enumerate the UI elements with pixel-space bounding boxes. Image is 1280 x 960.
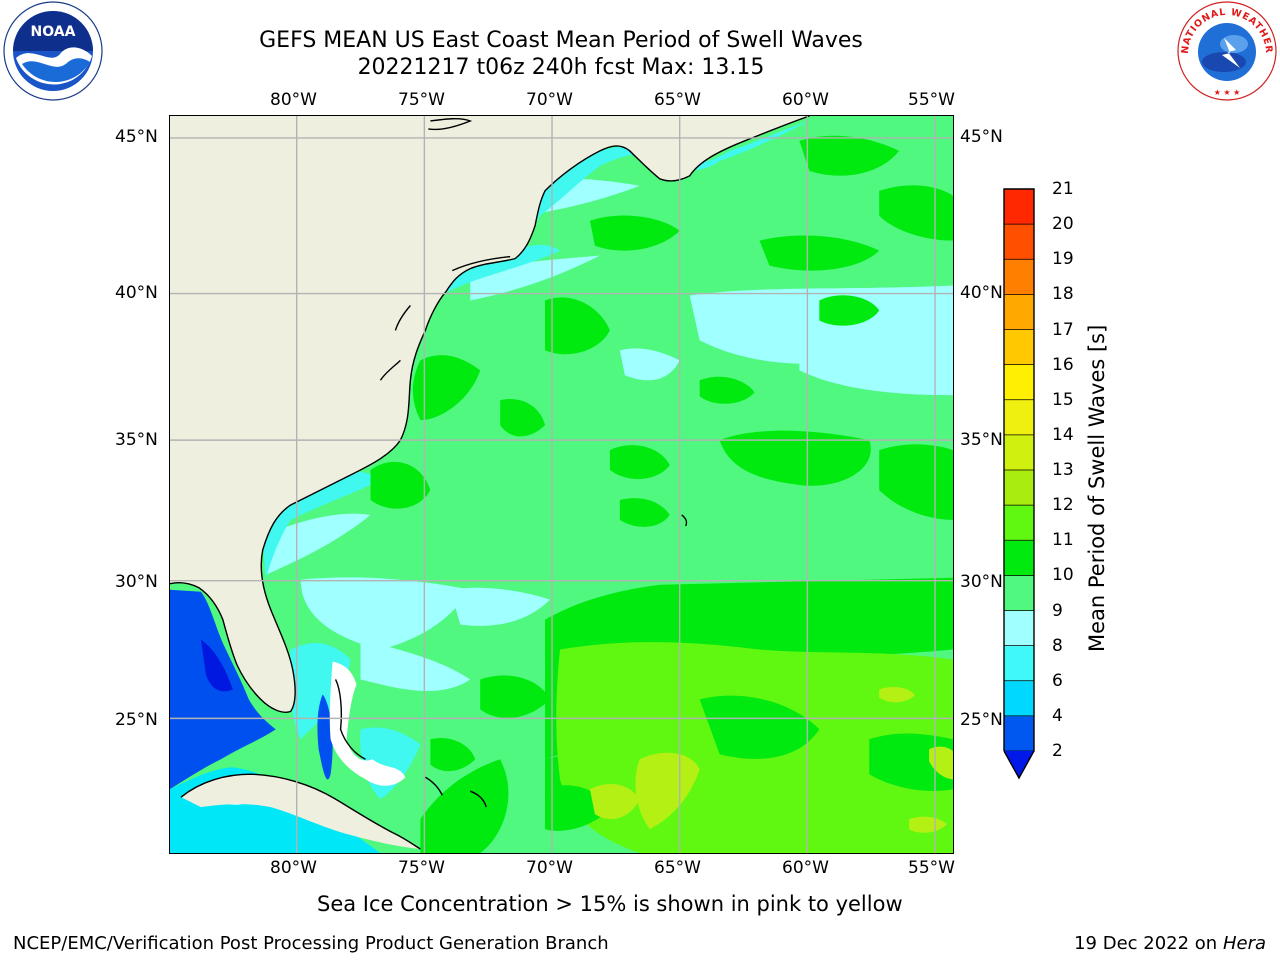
colorbar-segments [1004, 189, 1034, 752]
render-date-text: 19 Dec 2022 on [1074, 933, 1218, 954]
map-title: GEFS MEAN US East Coast Mean Period of S… [259, 28, 863, 53]
lat-label-left-45n: 45°N [115, 127, 158, 147]
colorbar-segment [1004, 540, 1034, 576]
lon-label-top-65w: 65°W [654, 90, 701, 110]
credit-line: NCEP/EMC/Verification Post Processing Pr… [13, 933, 609, 954]
colorbar-extend-triangle [1004, 751, 1034, 778]
colorbar-segment [1004, 189, 1034, 225]
sea-ice-note: Sea Ice Concentration > 15% is shown in … [317, 892, 903, 916]
colorbar-tick-label: 13 [1052, 460, 1074, 480]
colorbar-segment [1004, 224, 1034, 260]
lon-label-top-55w: 55°W [908, 90, 955, 110]
lon-label-bottom-70w: 70°W [526, 858, 573, 878]
lat-label-right-45n: 45°N [960, 127, 1003, 147]
colorbar-segment [1004, 259, 1034, 295]
colorbar-tick-label: 16 [1052, 354, 1074, 375]
lon-label-bottom-55w: 55°W [908, 858, 955, 878]
colorbar-tick-label: 19 [1052, 249, 1074, 270]
colorbar-segment [1004, 434, 1034, 471]
colorbar-segment [1004, 364, 1034, 401]
colorbar-segment [1004, 505, 1034, 541]
colorbar-tick-label: 9 [1052, 600, 1063, 621]
lat-label-left-25n: 25°N [115, 710, 158, 730]
colorbar-tick-label: 17 [1052, 319, 1074, 340]
lon-label-bottom-65w: 65°W [654, 858, 701, 878]
lat-label-right-35n: 35°N [960, 430, 1003, 450]
swell-period-map [169, 115, 954, 854]
colorbar-segment [1004, 399, 1034, 436]
colorbar [1003, 188, 1035, 780]
graticule [170, 116, 953, 853]
colorbar-segment [1004, 715, 1034, 752]
colorbar-tick-label: 11 [1052, 530, 1074, 551]
colorbar-tick-label: 12 [1052, 495, 1074, 516]
lon-label-top-75w: 75°W [398, 90, 445, 110]
colorbar-tick-label: 15 [1052, 389, 1074, 410]
colorbar-segment [1004, 329, 1034, 366]
lat-label-right-30n: 30°N [960, 572, 1003, 592]
render-date: 19 Dec 2022 on Hera [1074, 933, 1266, 954]
colorbar-tick-label: 2 [1052, 741, 1063, 761]
colorbar-segment [1004, 294, 1034, 330]
map-subtitle: 20221217 t06z 240h fcst Max: 13.15 [357, 55, 765, 80]
colorbar-tick-label: 8 [1052, 635, 1063, 656]
colorbar-tick-label: 21 [1052, 179, 1074, 199]
nws-logo: NATIONAL WEATHER SERVICE ★ ★ ★ [1176, 0, 1277, 101]
lat-label-left-30n: 30°N [115, 572, 158, 592]
colorbar-tick-label: 10 [1052, 565, 1074, 586]
land-areas [170, 116, 810, 850]
noaa-logo-text: NOAA [31, 24, 76, 40]
colorbar-tick-label: 14 [1052, 424, 1074, 445]
colorbar-tick-label: 18 [1052, 284, 1074, 305]
colorbar-tick-label: 6 [1052, 670, 1063, 691]
colorbar-segment [1004, 470, 1034, 506]
svg-text:★ ★ ★: ★ ★ ★ [1214, 88, 1241, 97]
colorbar-segment [1004, 575, 1034, 611]
colorbar-segment [1004, 610, 1034, 647]
lon-label-bottom-60w: 60°W [782, 858, 829, 878]
lon-label-bottom-80w: 80°W [270, 858, 317, 878]
colorbar-tick-label: 20 [1052, 214, 1074, 235]
lat-label-right-25n: 25°N [960, 710, 1003, 730]
lon-label-top-60w: 60°W [782, 90, 829, 110]
host-name: Hera [1222, 933, 1266, 954]
colorbar-segment [1004, 645, 1034, 682]
lat-label-left-40n: 40°N [115, 283, 158, 303]
colorbar-segment [1004, 680, 1034, 717]
noaa-logo: NOAA [3, 1, 103, 101]
lon-label-top-70w: 70°W [526, 90, 573, 110]
colorbar-tick-label: 4 [1052, 705, 1063, 726]
period-12s-regions [589, 687, 953, 833]
colorbar-label: Mean Period of Swell Waves [s] [1085, 324, 1109, 652]
lon-label-top-80w: 80°W [270, 90, 317, 110]
coastlines [170, 116, 810, 850]
lat-label-right-40n: 40°N [960, 283, 1003, 303]
lon-label-bottom-75w: 75°W [398, 858, 445, 878]
lat-label-left-35n: 35°N [115, 430, 158, 450]
